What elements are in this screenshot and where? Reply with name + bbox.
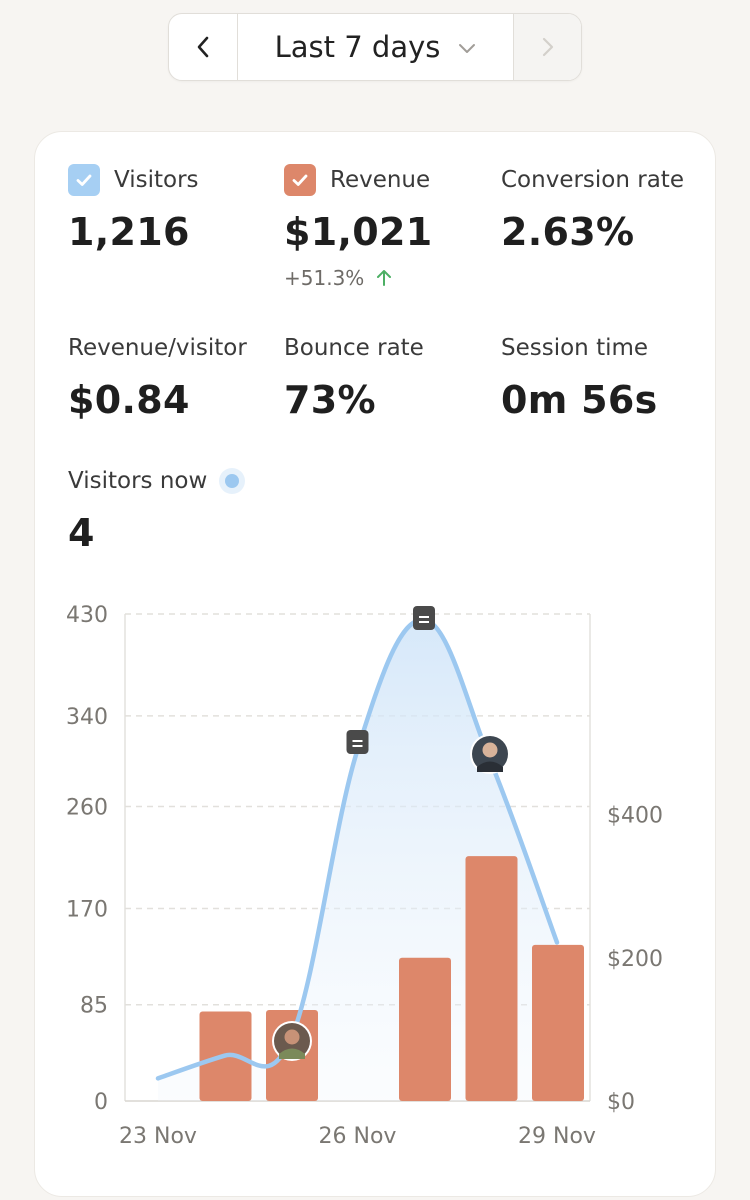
metric-label: Revenue/visitor: [68, 335, 247, 361]
live-indicator-icon: [219, 468, 246, 494]
right-tick-label: $400: [607, 804, 663, 829]
chevron-right-icon: [542, 37, 553, 57]
left-tick-label: 260: [66, 796, 108, 821]
note-icon: [413, 606, 435, 630]
x-tick-label: 23 Nov: [119, 1124, 197, 1149]
date-range-picker: Last 7 days: [168, 13, 582, 81]
right-tick-label: $200: [607, 947, 663, 972]
metric-conversion-rate[interactable]: Conversion rate 2.63%: [501, 164, 684, 254]
metric-value: 4: [68, 511, 95, 555]
left-tick-label: 430: [66, 603, 108, 628]
metric-label: Session time: [501, 335, 649, 361]
metric-bounce-rate[interactable]: Bounce rate 73%: [284, 332, 424, 422]
metric-revenue[interactable]: Revenue $1,021 +51.3%: [284, 164, 432, 290]
revenue-bar: [532, 944, 584, 1101]
next-period-button[interactable]: [513, 14, 581, 80]
metric-label: Visitors now: [68, 468, 208, 494]
metric-value: 0m 56s: [501, 378, 658, 422]
metric-visitors-now[interactable]: Visitors now 4: [68, 465, 246, 555]
x-tick-label: 29 Nov: [518, 1124, 596, 1149]
right-tick-label: $0: [607, 1090, 635, 1115]
range-label: Last 7 days: [274, 30, 441, 64]
note-icon: [346, 730, 369, 754]
user-avatar-icon: [470, 734, 510, 774]
left-tick-label: 85: [80, 994, 108, 1019]
revenue-bar: [465, 856, 518, 1101]
revenue-bar: [399, 957, 451, 1101]
metric-value: 1,216: [68, 210, 190, 254]
range-dropdown[interactable]: Last 7 days: [237, 14, 513, 80]
metric-visitors[interactable]: Visitors 1,216: [68, 164, 199, 254]
revenue-delta: +51.3%: [284, 266, 432, 290]
metric-label: Visitors: [114, 167, 199, 193]
metric-session-time[interactable]: Session time 0m 56s: [501, 332, 658, 422]
metric-revenue-per-visitor[interactable]: Revenue/visitor $0.84: [68, 332, 247, 422]
left-tick-label: 170: [66, 897, 108, 922]
arrow-up-icon: [377, 270, 392, 286]
chevron-left-icon: [197, 36, 209, 58]
metric-value: $1,021: [284, 210, 433, 254]
check-icon: [292, 174, 308, 186]
chevron-down-icon: [459, 43, 476, 53]
metric-label: Revenue: [330, 167, 431, 193]
left-tick-label: 0: [94, 1090, 108, 1115]
revenue-checkbox[interactable]: [284, 164, 316, 196]
visitors-checkbox[interactable]: [68, 164, 100, 196]
delta-value: +51.3%: [284, 266, 365, 290]
metric-label: Conversion rate: [501, 167, 684, 193]
metric-value: 2.63%: [501, 210, 635, 254]
prev-period-button[interactable]: [169, 14, 237, 80]
visitors-area: [158, 619, 557, 1101]
x-tick-label: 26 Nov: [319, 1124, 397, 1149]
metric-value: 73%: [284, 378, 376, 422]
user-avatar-icon: [272, 1021, 312, 1061]
left-tick-label: 340: [66, 705, 108, 730]
metric-value: $0.84: [68, 378, 190, 422]
check-icon: [76, 174, 92, 186]
metric-label: Bounce rate: [284, 335, 424, 361]
